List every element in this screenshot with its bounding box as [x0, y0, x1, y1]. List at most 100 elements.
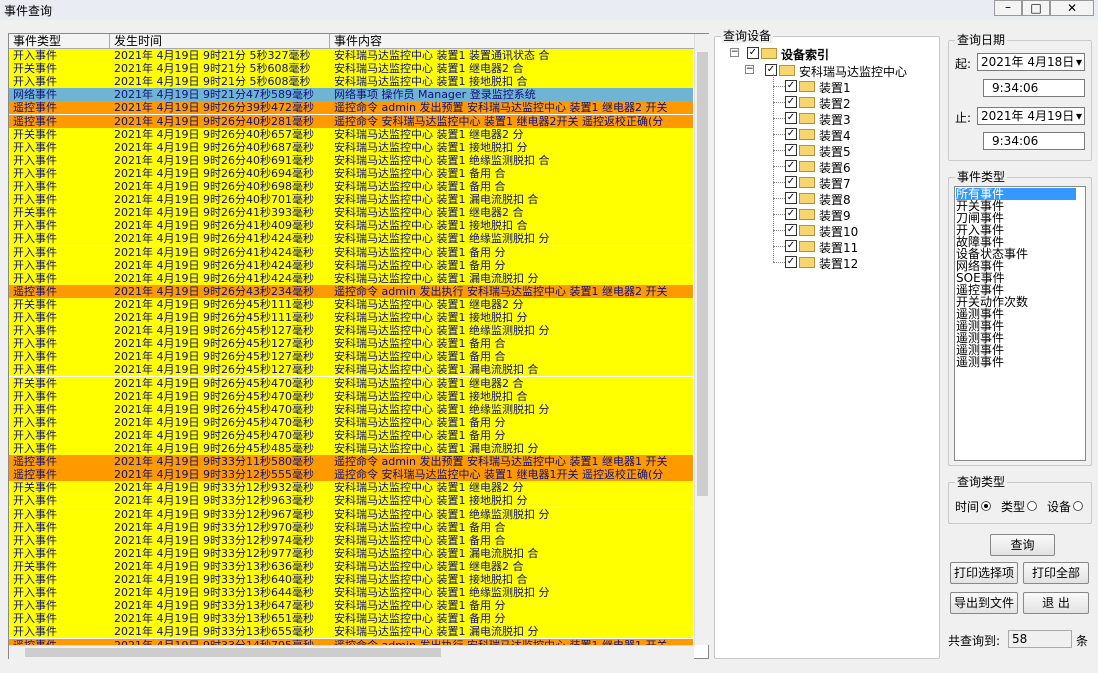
- table-row[interactable]: 开入事件 2021年 4月19日 9时26分45秒470毫秒 安科瑞马达监控中心 装…: [9, 389, 693, 403]
- table-row[interactable]: 开关事件 2021年 4月19日 9时26分45秒111毫秒 安科瑞马达监控中心 装…: [9, 297, 693, 311]
- event-type-list[interactable]: 所有事件 开关事件 刀闸事件 开入事件 故障事件 设备状态事件 网络事件 SOE事件 遥控事件开…: [954, 186, 1086, 461]
- print-selected-button[interactable]: 打印选择项: [950, 562, 1018, 584]
- checkbox[interactable]: ✓: [785, 112, 797, 124]
- table-row[interactable]: 开关事件 2021年 4月19日 9时26分41秒393毫秒 安科瑞马达监控中心 装…: [9, 206, 693, 220]
- checkbox[interactable]: ✓: [785, 160, 797, 172]
- vertical-scrollbar[interactable]: [694, 34, 709, 645]
- end-date[interactable]: 2021年 4月19日 ▾: [977, 107, 1085, 125]
- table-row[interactable]: 开关事件 2021年 4月19日 9时21分 5秒608毫秒 安科瑞马达监控中心 装…: [9, 62, 693, 76]
- table-row[interactable]: 开入事件 2021年 4月19日 9时33分12秒970毫秒 安科瑞马达监控中心 装…: [9, 520, 693, 534]
- checkbox[interactable]: ✓: [785, 224, 797, 236]
- table-row[interactable]: 开入事件 2021年 4月19日 9时26分41秒424毫秒 安科瑞马达监控中心 装…: [9, 271, 693, 285]
- table-row[interactable]: 开入事件 2021年 4月19日 9时33分13秒655毫秒 安科瑞马达监控中心 装…: [9, 625, 693, 639]
- scroll-thumb[interactable]: [697, 52, 708, 496]
- event-type-item[interactable]: 设备状态事件: [956, 247, 1029, 261]
- event-type-item[interactable]: 遥测事件: [956, 319, 1005, 333]
- table-row[interactable]: 开关事件 2021年 4月19日 9时33分12秒932毫秒 安科瑞马达监控中心 装…: [9, 481, 693, 495]
- table-row[interactable]: 网络事件 2021年 4月19日 9时21分47秒589毫秒 网络事项 操作员 Ma…: [9, 88, 693, 102]
- table-row[interactable]: 开入事件 2021年 4月19日 9时26分45秒111毫秒 安科瑞马达监控中心 装…: [9, 311, 693, 325]
- checkbox[interactable]: ✓: [785, 80, 797, 92]
- checkbox[interactable]: ✓: [785, 256, 797, 268]
- table-row[interactable]: 开入事件 2021年 4月19日 9时26分45秒127毫秒 安科瑞马达监控中心 装…: [9, 337, 693, 351]
- exit-button[interactable]: 退 出: [1023, 592, 1089, 614]
- event-type-item[interactable]: 遥测事件: [956, 343, 1005, 357]
- checkbox[interactable]: ✓: [785, 128, 797, 140]
- table-row[interactable]: 开关事件 2021年 4月19日 9时26分45秒470毫秒 安科瑞马达监控中心 装…: [9, 376, 693, 390]
- radio-button[interactable]: [1073, 501, 1083, 511]
- checkbox[interactable]: ✓: [785, 192, 797, 204]
- event-type-item[interactable]: 所有事件: [956, 188, 1076, 200]
- export-button[interactable]: 导出到文件: [950, 592, 1018, 614]
- device-tree[interactable]: − ✓ 设备索引 − ✓ 安科瑞马达监控中心 ✓ 装置1 ✓ 装置2 ✓ 装置3 ✓ 装置4 ✓ 装置5 ✓ 装置…: [715, 37, 939, 657]
- horizontal-scrollbar[interactable]: [9, 645, 694, 659]
- event-type-item[interactable]: 刀闸事件: [956, 211, 1005, 225]
- table-row[interactable]: 遥控事件 2021年 4月19日 9时26分39秒472毫秒 遥控命令 admin …: [9, 101, 693, 115]
- checkbox[interactable]: ✓: [785, 144, 797, 156]
- table-row[interactable]: 开入事件 2021年 4月19日 9时26分45秒485毫秒 安科瑞马达监控中心 装…: [9, 442, 693, 456]
- event-type-item[interactable]: 开入事件: [956, 223, 1005, 237]
- table-row[interactable]: 开关事件 2021年 4月19日 9时33分13秒636毫秒 安科瑞马达监控中心 装…: [9, 559, 693, 573]
- table-row[interactable]: 遥控事件 2021年 4月19日 9时26分43秒234毫秒 遥控命令 admin …: [9, 284, 693, 298]
- table-row[interactable]: 开入事件 2021年 4月19日 9时33分12秒967毫秒 安科瑞马达监控中心 装…: [9, 507, 693, 521]
- maximize-button[interactable]: □: [1022, 0, 1050, 16]
- checkbox[interactable]: ✓: [785, 208, 797, 220]
- table-row[interactable]: 开入事件 2021年 4月19日 9时26分45秒127毫秒 安科瑞马达监控中心 装…: [9, 350, 693, 364]
- column-header[interactable]: 发生时间: [114, 34, 163, 48]
- table-row[interactable]: 开入事件 2021年 4月19日 9时33分12秒977毫秒 安科瑞马达监控中心 装…: [9, 546, 693, 560]
- event-type-item[interactable]: 遥测事件: [956, 331, 1005, 345]
- event-table[interactable]: 事件类型 发生时间 事件内容 开入事件 2021年 4月19日 9时21分 5秒327…: [8, 33, 709, 659]
- table-row[interactable]: 开入事件 2021年 4月19日 9时26分41秒424毫秒 安科瑞马达监控中心 装…: [9, 258, 693, 272]
- event-type-item[interactable]: 遥测事件: [956, 355, 1005, 369]
- table-row[interactable]: 开入事件 2021年 4月19日 9时26分41秒409毫秒 安科瑞马达监控中心 装…: [9, 219, 693, 233]
- event-type-item[interactable]: 遥测事件: [956, 307, 1005, 321]
- table-row[interactable]: 遥控事件 2021年 4月19日 9时33分14秒795毫秒 遥控命令 admin …: [9, 638, 693, 645]
- table-row[interactable]: 开入事件 2021年 4月19日 9时33分13秒644毫秒 安科瑞马达监控中心 装…: [9, 586, 693, 600]
- event-type-item[interactable]: 故障事件: [956, 235, 1005, 249]
- table-row[interactable]: 开入事件 2021年 4月19日 9时26分45秒470毫秒 安科瑞马达监控中心 装…: [9, 402, 693, 416]
- table-row[interactable]: 开入事件 2021年 4月19日 9时26分40秒698毫秒 安科瑞马达监控中心 装…: [9, 180, 693, 194]
- radio-button[interactable]: [1027, 501, 1037, 511]
- checkbox[interactable]: ✓: [785, 176, 797, 188]
- table-row[interactable]: 开入事件 2021年 4月19日 9时33分13秒640毫秒 安科瑞马达监控中心 装…: [9, 573, 693, 587]
- checkbox[interactable]: ✓: [765, 64, 777, 76]
- expander[interactable]: −: [730, 47, 739, 57]
- close-button[interactable]: ✕: [1050, 0, 1094, 16]
- table-row[interactable]: 开入事件 2021年 4月19日 9时26分45秒127毫秒 安科瑞马达监控中心 装…: [9, 363, 693, 377]
- query-button[interactable]: 查询: [990, 534, 1055, 556]
- table-row[interactable]: 开入事件 2021年 4月19日 9时26分41秒424毫秒 安科瑞马达监控中心 装…: [9, 245, 693, 259]
- table-row[interactable]: 开入事件 2021年 4月19日 9时33分13秒651毫秒 安科瑞马达监控中心 装…: [9, 612, 693, 626]
- event-type-item[interactable]: 开关事件: [956, 199, 1005, 213]
- start-date[interactable]: 2021年 4月18日 ▾: [977, 53, 1085, 71]
- table-row[interactable]: 开入事件 2021年 4月19日 9时26分40秒701毫秒 安科瑞马达监控中心 装…: [9, 193, 693, 207]
- scroll-thumb[interactable]: [25, 648, 441, 657]
- table-row[interactable]: 开入事件 2021年 4月19日 9时26分41秒424毫秒 安科瑞马达监控中心 装…: [9, 232, 693, 246]
- table-row[interactable]: 遥控事件 2021年 4月19日 9时33分11秒580毫秒 遥控命令 admin …: [9, 455, 693, 469]
- table-row[interactable]: 开入事件 2021年 4月19日 9时21分 5秒608毫秒 安科瑞马达监控中心 装…: [9, 75, 693, 89]
- table-row[interactable]: 开入事件 2021年 4月19日 9时33分12秒974毫秒 安科瑞马达监控中心 装…: [9, 533, 693, 547]
- table-row[interactable]: 开入事件 2021年 4月19日 9时26分45秒470毫秒 安科瑞马达监控中心 装…: [9, 428, 693, 442]
- table-row[interactable]: 开关事件 2021年 4月19日 9时26分40秒657毫秒 安科瑞马达监控中心 装…: [9, 127, 693, 141]
- radio-button[interactable]: [981, 501, 991, 511]
- table-row[interactable]: 开入事件 2021年 4月19日 9时26分45秒127毫秒 安科瑞马达监控中心 装…: [9, 324, 693, 338]
- checkbox[interactable]: ✓: [785, 240, 797, 252]
- start-time[interactable]: 9:34:06: [983, 79, 1085, 97]
- table-row[interactable]: 开入事件 2021年 4月19日 9时26分45秒470毫秒 安科瑞马达监控中心 装…: [9, 415, 693, 429]
- checkbox[interactable]: ✓: [785, 96, 797, 108]
- column-header[interactable]: 事件类型: [13, 34, 62, 48]
- table-row[interactable]: 开入事件 2021年 4月19日 9时33分13秒647毫秒 安科瑞马达监控中心 装…: [9, 599, 693, 613]
- column-header[interactable]: 事件内容: [334, 34, 383, 48]
- table-row[interactable]: 开入事件 2021年 4月19日 9时21分 5秒327毫秒 安科瑞马达监控中心 装…: [9, 49, 693, 63]
- event-type-item[interactable]: 网络事件: [956, 259, 1005, 273]
- minimize-button[interactable]: –: [994, 0, 1022, 16]
- table-row[interactable]: 开入事件 2021年 4月19日 9时26分40秒694毫秒 安科瑞马达监控中心 装…: [9, 166, 693, 180]
- event-type-item[interactable]: SOE事件: [956, 271, 1005, 285]
- radio-label[interactable]: 类型: [1001, 500, 1026, 514]
- end-time[interactable]: 9:34:06: [983, 132, 1085, 150]
- event-type-item[interactable]: 遥控事件: [956, 283, 1005, 297]
- radio-label[interactable]: 时间: [955, 500, 980, 514]
- event-type-item[interactable]: 开关动作次数: [956, 295, 1029, 309]
- table-row[interactable]: 遥控事件 2021年 4月19日 9时26分40秒281毫秒 遥控命令 安科瑞马达监…: [9, 114, 693, 128]
- table-row[interactable]: 开入事件 2021年 4月19日 9时33分12秒963毫秒 安科瑞马达监控中心 装…: [9, 494, 693, 508]
- table-row[interactable]: 遥控事件 2021年 4月19日 9时33分12秒555毫秒 遥控命令 安科瑞马达监…: [9, 468, 693, 482]
- print-all-button[interactable]: 打印全部: [1023, 562, 1089, 584]
